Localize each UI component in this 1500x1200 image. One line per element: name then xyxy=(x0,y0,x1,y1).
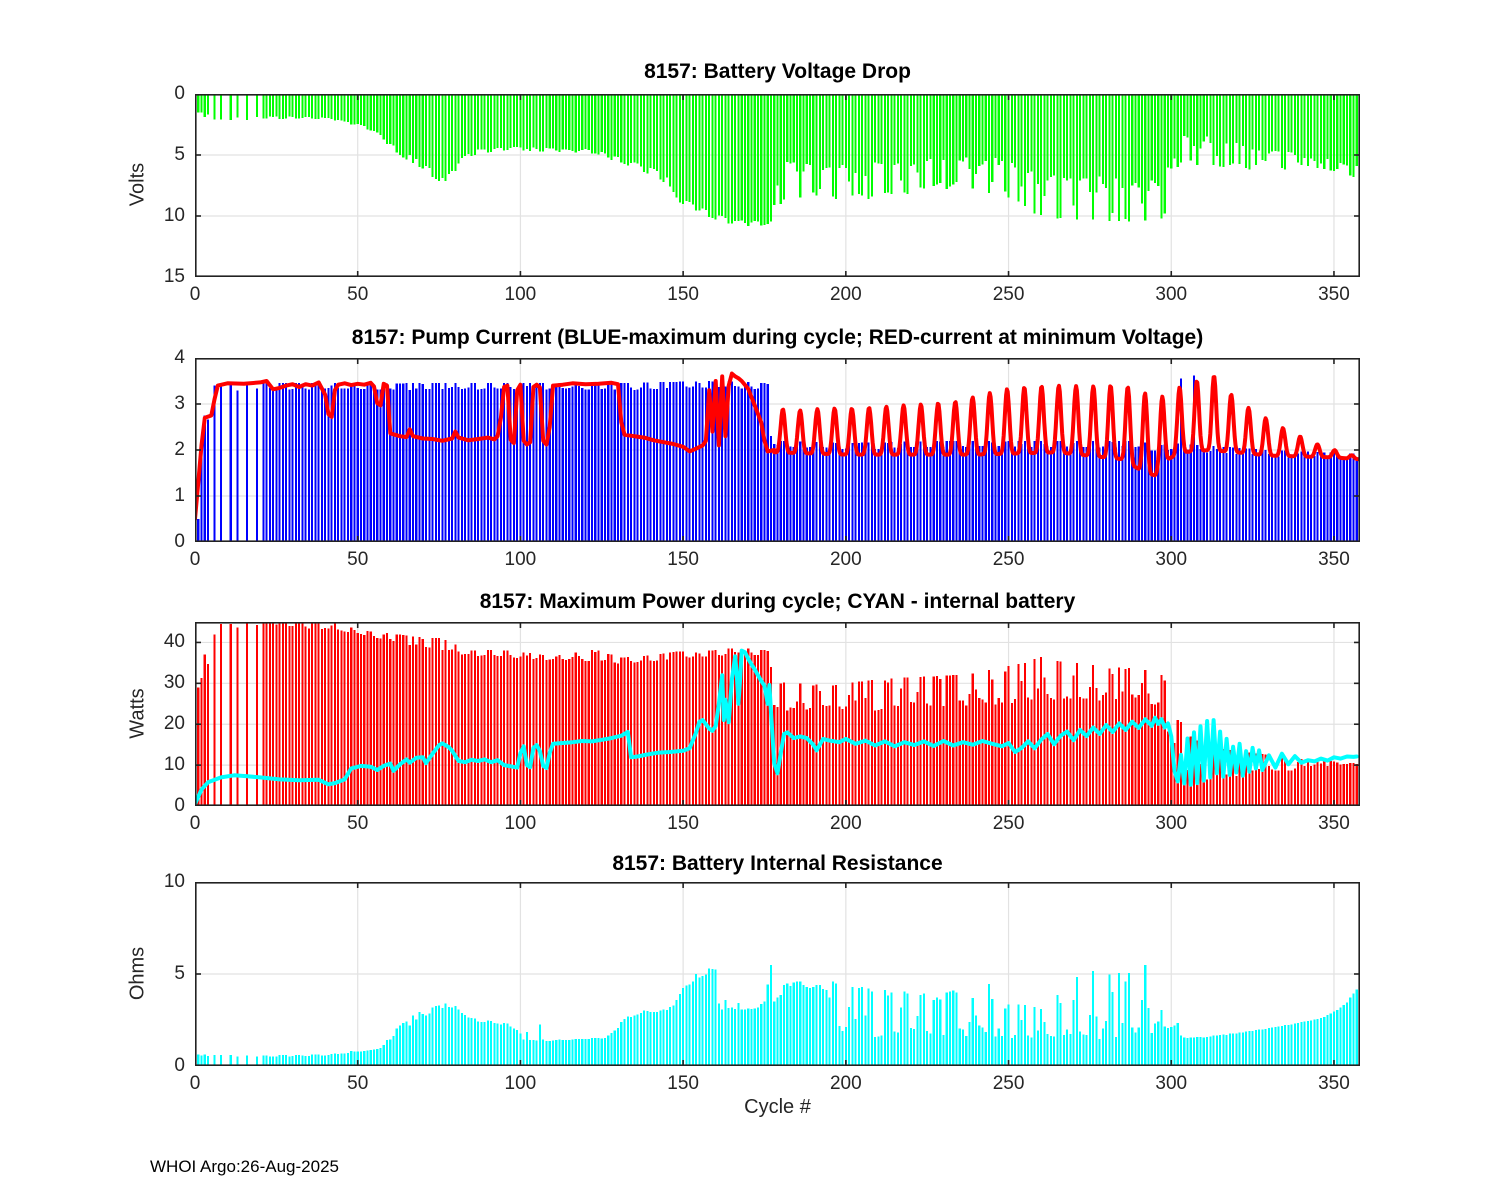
resistance-x-tick-label: 300 xyxy=(1155,1073,1188,1094)
voltage-x-tick-label: 350 xyxy=(1318,284,1350,305)
pump_current-axes-box xyxy=(195,358,1360,542)
power-y-tick-label: 30 xyxy=(163,672,185,694)
resistance-bars xyxy=(197,964,1358,1066)
resistance-x-tick-label: 100 xyxy=(504,1073,537,1094)
pump_current-y-tick-label: 1 xyxy=(174,485,185,506)
power-y-tick-label: 40 xyxy=(163,631,185,653)
voltage-y-tick-label: 10 xyxy=(163,205,185,226)
resistance-y-tick-label: 10 xyxy=(163,871,185,892)
pump_current-x-tick-label: 0 xyxy=(189,549,201,570)
voltage-x-tick-label: 300 xyxy=(1155,284,1188,305)
power-y-tick-label: 0 xyxy=(174,795,185,816)
power-x-tick-label: 250 xyxy=(992,813,1025,834)
pump_current-bars xyxy=(197,375,1358,542)
resistance-x-tick-label: 200 xyxy=(829,1073,862,1094)
pump-current-chart-title: 8157: Pump Current (BLUE-maximum during … xyxy=(351,326,1204,349)
pump_current-x-tick-label: 350 xyxy=(1318,549,1350,570)
power-chart-title: 8157: Maximum Power during cycle; CYAN -… xyxy=(479,590,1076,613)
voltage-x-tick-label: 50 xyxy=(347,284,369,305)
resistance-axes-box xyxy=(195,882,1360,1066)
pump_current-line-series xyxy=(195,371,1360,521)
pump_current-y-tick-label: 4 xyxy=(174,347,185,368)
pump_current-x-tick-label: 250 xyxy=(992,549,1025,570)
power-x-tick-label: 50 xyxy=(347,813,369,834)
pump_current-x-tick-label: 300 xyxy=(1155,549,1188,570)
resistance-plot-canvas xyxy=(195,882,1360,1066)
resistance-y-tick-label: 0 xyxy=(174,1055,185,1076)
pump_current-x-tick-label: 200 xyxy=(829,549,862,570)
resistance-y-tick-label: 5 xyxy=(174,963,185,984)
resistance-chart-title: 8157: Battery Internal Resistance xyxy=(612,852,943,875)
voltage-x-tick-label: 250 xyxy=(992,284,1025,305)
pump_current-y-tick-label: 0 xyxy=(174,531,185,552)
power-x-tick-label: 300 xyxy=(1155,813,1188,834)
resistance-x-tick-label: 150 xyxy=(667,1073,699,1094)
power-axes-box xyxy=(195,622,1360,806)
power-x-tick-label: 0 xyxy=(189,813,201,834)
footer-note: WHOI Argo:26-Aug-2025 xyxy=(150,1157,339,1176)
power-plot-canvas xyxy=(195,622,1360,806)
power-x-tick-label: 150 xyxy=(667,813,699,834)
x-axis-label: Cycle # xyxy=(744,1096,811,1118)
voltage-bars xyxy=(197,94,1358,226)
power-x-tick-label: 350 xyxy=(1318,813,1350,834)
resistance-x-tick-label: 250 xyxy=(992,1073,1025,1094)
pump_current-x-tick-label: 50 xyxy=(347,549,369,570)
power-x-tick-label: 100 xyxy=(504,813,537,834)
power-line-series xyxy=(195,648,1359,806)
voltage-x-tick-label: 0 xyxy=(189,284,201,305)
power-y-tick-label: 10 xyxy=(163,754,185,776)
resistance-x-tick-label: 0 xyxy=(189,1073,201,1094)
power-x-tick-label: 200 xyxy=(829,813,862,834)
resistance-x-tick-label: 50 xyxy=(347,1073,369,1094)
voltage-chart-title: 8157: Battery Voltage Drop xyxy=(644,60,911,83)
pump_current-y-tick-label: 3 xyxy=(174,393,185,414)
voltage-plot-canvas xyxy=(195,94,1360,277)
voltage-y-tick-label: 5 xyxy=(174,144,185,165)
pump_current-plot-canvas xyxy=(195,358,1360,542)
voltage-x-tick-label: 200 xyxy=(829,284,862,305)
voltage-y-tick-label: 15 xyxy=(163,266,185,287)
pump_current-x-tick-label: 150 xyxy=(667,549,699,570)
pump_current-y-tick-label: 2 xyxy=(174,439,185,460)
power-y-tick-label: 20 xyxy=(163,713,185,735)
voltage-x-tick-label: 150 xyxy=(667,284,699,305)
voltage-x-tick-label: 100 xyxy=(504,284,537,305)
voltage-y-tick-label: 0 xyxy=(174,83,185,104)
pump_current-x-tick-label: 100 xyxy=(504,549,537,570)
resistance-x-tick-label: 350 xyxy=(1318,1073,1350,1094)
voltage-axes-box xyxy=(195,94,1360,277)
